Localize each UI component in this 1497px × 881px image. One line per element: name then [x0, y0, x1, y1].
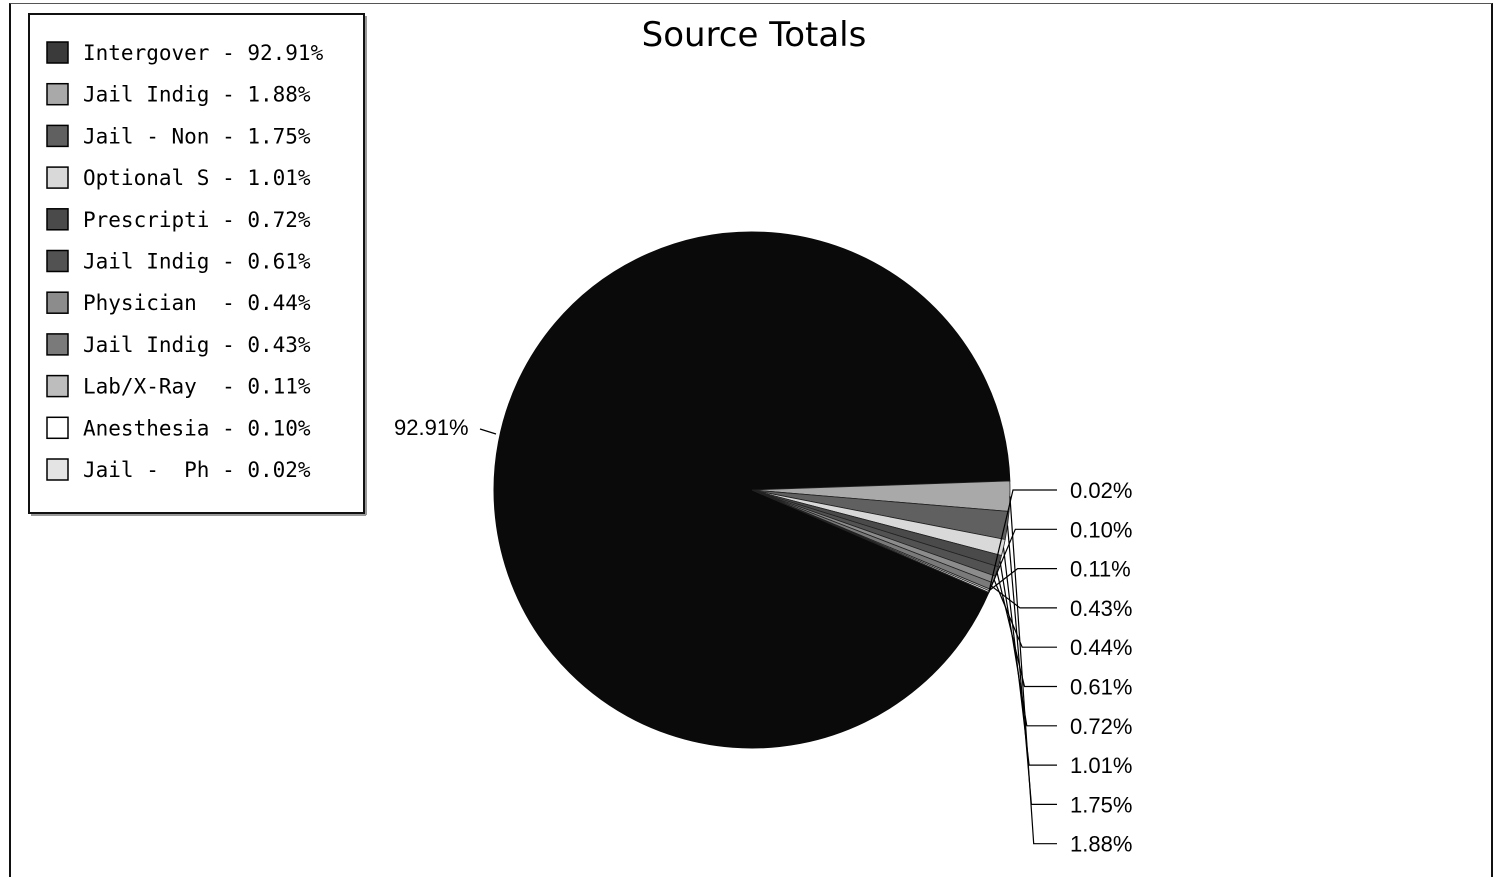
chart-frame	[9, 3, 1493, 877]
legend-item-label: Prescripti - 0.72%	[83, 208, 311, 232]
legend-swatch	[46, 208, 69, 231]
legend-swatch	[46, 374, 69, 398]
legend-item-label: Anesthesia - 0.10%	[83, 416, 311, 440]
legend-item-label: Jail Indig - 0.61%	[83, 250, 311, 274]
leader-line	[1002, 547, 1057, 766]
legend-swatch	[46, 41, 69, 64]
leader-line	[993, 579, 1057, 648]
slice-label: 0.44%	[1070, 635, 1132, 660]
legend-swatch	[46, 249, 69, 273]
legend-item-label: Optional S - 1.01%	[83, 166, 311, 190]
legend-swatch	[46, 416, 69, 440]
legend-item-label: Lab/X-Ray - 0.11%	[83, 375, 311, 399]
slice-label: 0.72%	[1070, 714, 1132, 739]
legend-item-label: Jail Indig - 1.88%	[83, 83, 311, 107]
slice-labels: 92.91% 0.02% 0.10% 0.11% 0.43% 0.44% 0.61% 0.72…	[394, 415, 1132, 857]
leader-line	[999, 561, 1057, 727]
slice-label: 1.01%	[1070, 753, 1132, 778]
leader-line	[479, 428, 497, 435]
legend-item-label: Physician - 0.44%	[83, 291, 311, 315]
pie-slice	[493, 231, 1011, 749]
slice-label: 92.91%	[394, 415, 469, 440]
slice-label: 0.10%	[1070, 517, 1132, 542]
legend-item-label: Jail - Non - 1.75%	[83, 124, 311, 148]
leader-line	[996, 571, 1057, 688]
leader-line	[988, 528, 1057, 592]
slice-label: 0.43%	[1070, 596, 1132, 621]
slice-label: 0.61%	[1070, 675, 1132, 700]
slice-label: 0.02%	[1070, 478, 1132, 503]
legend-swatch	[46, 291, 69, 314]
leader-line	[991, 585, 1057, 609]
legend-swatch	[46, 82, 69, 106]
chart-title: Source Totals	[642, 15, 867, 55]
legend-swatch	[46, 458, 69, 481]
pie	[493, 231, 1011, 749]
legend-box	[28, 13, 365, 514]
legend-item-label: Intergover - 92.91%	[83, 41, 324, 65]
leader-lines	[479, 428, 1057, 845]
legend-item-label: Jail Indig - 0.43%	[83, 333, 311, 357]
slice-label: 1.75%	[1070, 792, 1132, 817]
leader-line	[989, 568, 1057, 591]
leader-line	[988, 489, 1057, 593]
legend-swatch	[46, 166, 69, 189]
slice-label: 1.88%	[1070, 832, 1132, 857]
legend-swatch	[46, 333, 69, 356]
legend-swatch	[46, 124, 69, 148]
slice-label: 0.11%	[1070, 557, 1131, 582]
leader-line	[1009, 496, 1057, 845]
legend-item-label: Jail - Ph - 0.02%	[83, 458, 311, 482]
legend: Intergover - 92.91% Jail Indig - 1.88% Jai…	[28, 13, 367, 516]
